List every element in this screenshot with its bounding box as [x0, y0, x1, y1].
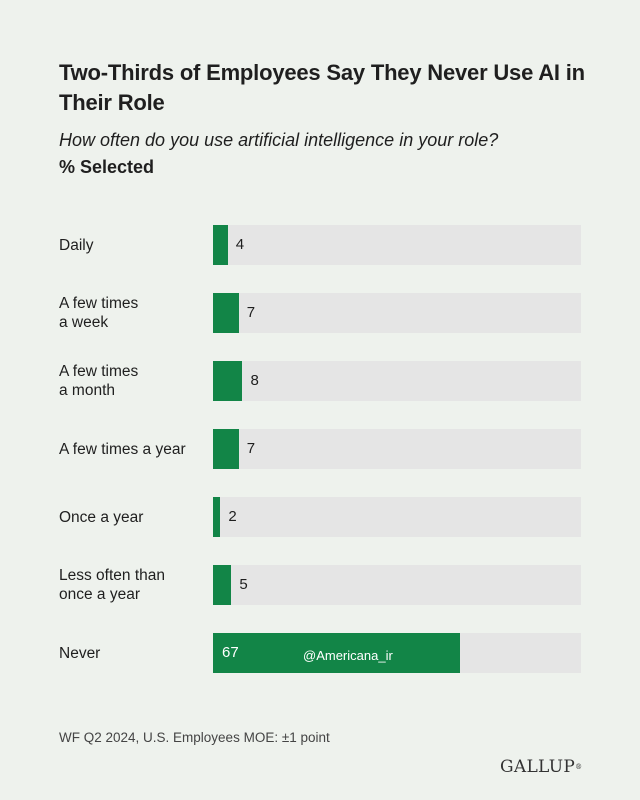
bar: [213, 633, 460, 673]
category-label-line: Once a year: [59, 508, 144, 526]
category-label: A few times a year: [59, 429, 209, 469]
bar: [213, 565, 232, 605]
bar-value-label: 5: [239, 576, 248, 593]
bar: [213, 293, 239, 333]
bar-row: Never 67: [0, 633, 640, 673]
category-label-line: a month: [59, 382, 116, 399]
bar-track: 4: [213, 225, 581, 265]
category-label-line: once a year: [59, 586, 140, 603]
bar-value-label: 7: [246, 440, 256, 457]
category-label-text: Once a year: [59, 508, 143, 527]
category-label-line: a week: [59, 314, 109, 331]
bar-track: 8: [213, 361, 581, 401]
bar-row: Once a year 2: [0, 497, 640, 537]
bar-value-label: 2: [228, 508, 237, 525]
trademark-mark: ®: [575, 763, 583, 771]
bar-row: A few times a year 7: [0, 429, 640, 469]
watermark-text: @Americana_ir: [303, 648, 393, 663]
bar-row: Daily 4: [0, 225, 640, 265]
bar: [213, 429, 239, 469]
category-label-line: Daily: [59, 236, 94, 254]
bar-value-label: 8: [250, 372, 259, 389]
category-label: A few times a week: [59, 293, 209, 333]
category-label: Daily: [59, 225, 209, 265]
gallup-logo-text: GALLUP: [500, 757, 576, 777]
category-label-line: Less often than: [59, 567, 165, 584]
bar-value-label: 67: [222, 644, 239, 661]
category-label-text: A few times a week: [59, 294, 138, 332]
category-label-line: A few times a year: [59, 440, 186, 458]
bar-row: Less often than once a year 5: [0, 565, 640, 605]
gallup-logo: GALLUP®: [500, 757, 582, 777]
category-label-text: Daily: [59, 236, 93, 255]
bar: [213, 497, 221, 537]
category-label-line: A few times: [59, 295, 139, 312]
category-label-line: Never: [59, 644, 101, 662]
bar-value-label: 7: [246, 304, 256, 321]
footnote: WF Q2 2024, U.S. Employees MOE: ±1 point: [59, 730, 330, 745]
category-label-line: A few times: [59, 363, 139, 380]
chart-subtitle: How often do you use artificial intellig…: [59, 130, 499, 150]
category-label-text: A few times a year: [59, 440, 186, 459]
bar-track: 7: [213, 293, 581, 333]
category-label-text: Never: [59, 644, 100, 663]
category-label: Less often than once a year: [59, 565, 209, 605]
bar-track: 5: [213, 565, 581, 605]
bar-track: 67: [213, 633, 581, 673]
bar: [213, 361, 243, 401]
category-label: A few times a month: [59, 361, 209, 401]
measure-label: % Selected: [59, 157, 155, 177]
bar-track: 2: [213, 497, 581, 537]
bar-row: A few times a month 8: [0, 361, 640, 401]
bar-value-label: 4: [235, 236, 245, 253]
bar: [213, 225, 228, 265]
category-label: Never: [59, 633, 209, 673]
category-label-text: Less often than once a year: [59, 566, 165, 604]
category-label: Once a year: [59, 497, 209, 537]
chart-title: Two-Thirds of Employees Say They Never U…: [59, 60, 585, 115]
bar-row: A few times a week 7: [0, 293, 640, 333]
bar-track: 7: [213, 429, 581, 469]
category-label-text: A few times a month: [59, 362, 138, 400]
